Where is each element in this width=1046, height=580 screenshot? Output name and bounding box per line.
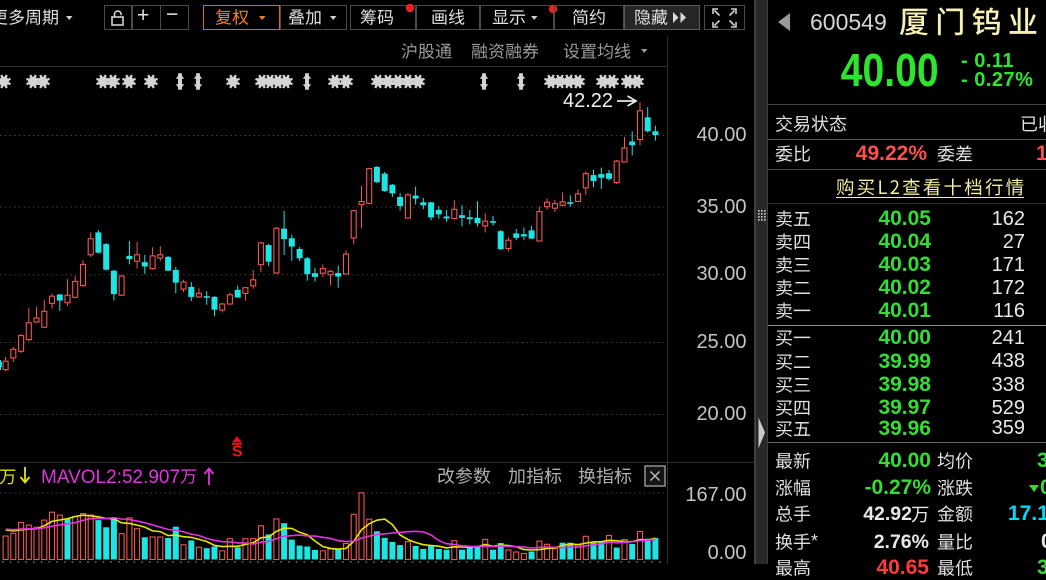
svg-text:S: S bbox=[232, 444, 243, 460]
